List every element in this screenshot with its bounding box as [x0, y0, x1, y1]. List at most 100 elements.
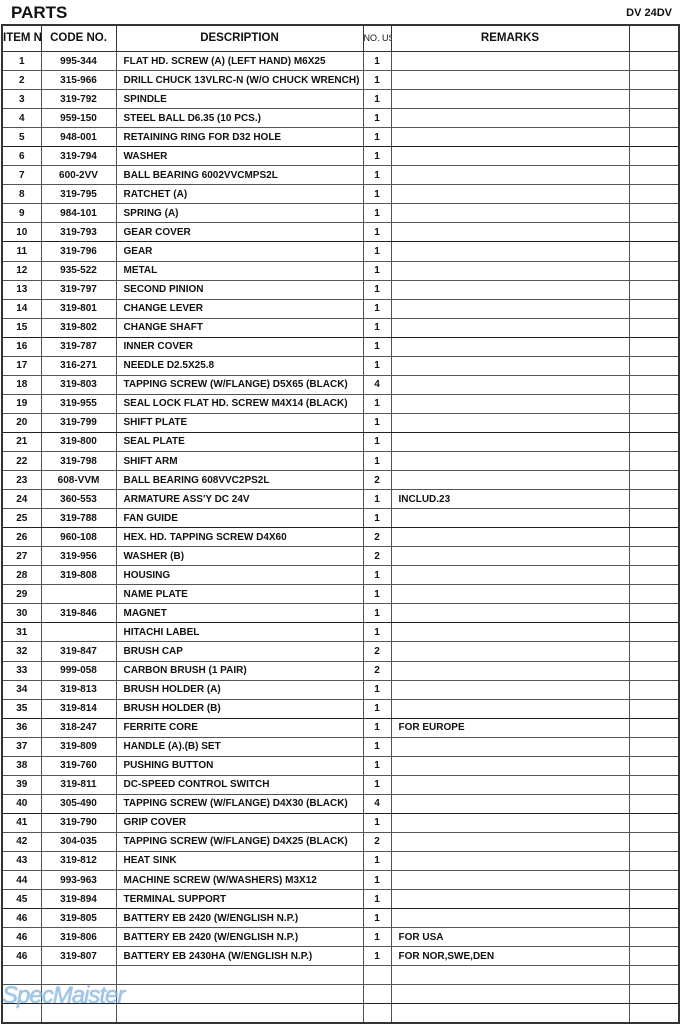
cell-blank [628, 641, 680, 662]
page-title: PARTS [11, 3, 68, 22]
table-row: 6 319-794 WASHER 1 [1, 146, 680, 167]
cell-no-used: 1 [362, 241, 392, 262]
table-row: 35 319-814 BRUSH HOLDER (B) 1 [1, 698, 680, 719]
cell-blank [628, 336, 680, 357]
cell-description: HEX. HD. TAPPING SCREW D4X60 [115, 527, 364, 548]
cell-item-no: 9 [1, 203, 42, 224]
cell-code-no: 319-760 [40, 755, 117, 776]
cell-code-no: 935-522 [40, 260, 117, 281]
cell-description: WASHER (B) [115, 546, 364, 567]
cell-no-used: 1 [362, 70, 392, 91]
cell-no-used: 2 [362, 470, 392, 491]
cell-code-no: 319-794 [40, 146, 117, 167]
cell-no-used: 2 [362, 831, 392, 852]
cell-remarks [390, 412, 630, 433]
cell-item-no: 16 [1, 336, 42, 357]
cell-remarks: FOR EUROPE [390, 717, 630, 738]
table-row: 15 319-802 CHANGE SHAFT 1 [1, 317, 680, 338]
table-row: 21 319-800 SEAL PLATE 1 [1, 431, 680, 452]
table-row: 38 319-760 PUSHING BUTTON 1 [1, 755, 680, 776]
table-row: 46 319-806 BATTERY EB 2420 (W/ENGLISH N.P.… [1, 927, 680, 948]
cell-remarks [390, 70, 630, 91]
cell-item-no: 35 [1, 698, 42, 719]
cell-code-no: 319-799 [40, 412, 117, 433]
cell-no-used: 1 [362, 298, 392, 319]
cell-item-no: 37 [1, 736, 42, 757]
cell-blank [628, 603, 680, 624]
cell-blank [628, 946, 680, 967]
cell-remarks [390, 450, 630, 472]
cell-code-no: 948-001 [40, 127, 117, 148]
table-row: 46 319-807 BATTERY EB 2430HA (W/ENGLISH N.… [1, 946, 680, 967]
cell-code-no: 319-800 [40, 431, 117, 452]
cell-description: BALL BEARING 608VVC2PS2L [115, 470, 364, 491]
cell-remarks [390, 965, 630, 986]
cell-no-used: 4 [362, 374, 392, 395]
table-row: 2 315-966 DRILL CHUCK 13VLRC-N (W/O CHUCK … [1, 70, 680, 91]
cell-remarks [390, 641, 630, 662]
table-row: 26 960-108 HEX. HD. TAPPING SCREW D4X60 2 [1, 527, 680, 548]
cell-code-no: 319-847 [40, 641, 117, 662]
cell-description: TAPPING SCREW (W/FLANGE) D5X65 (BLACK) [115, 374, 364, 395]
cell-code-no: 984-101 [40, 203, 117, 224]
cell-code-no: 305-490 [40, 793, 117, 814]
cell-description: CHANGE LEVER [115, 298, 364, 319]
cell-blank [628, 850, 680, 872]
cell-code-no: 319-813 [40, 679, 117, 700]
cell-remarks [390, 889, 630, 910]
cell-remarks [390, 203, 630, 224]
cell-blank [628, 660, 680, 681]
cell-remarks: FOR USA [390, 927, 630, 948]
cell-no-used: 1 [362, 146, 392, 167]
cell-remarks [390, 755, 630, 776]
cell-item-no: 17 [1, 355, 42, 376]
cell-code-no: 319-811 [40, 774, 117, 795]
cell-remarks [390, 584, 630, 605]
cell-no-used: 2 [362, 546, 392, 567]
cell-no-used: 1 [362, 203, 392, 224]
header-description: DESCRIPTION [115, 24, 364, 52]
table-row [1, 984, 680, 1005]
cell-code-no: 319-797 [40, 279, 117, 300]
cell-item-no: 30 [1, 603, 42, 624]
cell-item-no: 3 [1, 89, 42, 110]
cell-no-used: 1 [362, 927, 392, 948]
cell-no-used: 1 [362, 127, 392, 148]
cell-blank [628, 870, 680, 891]
cell-code-no: 959-150 [40, 108, 117, 129]
cell-blank [628, 165, 680, 186]
cell-blank [628, 584, 680, 605]
cell-item-no: 46 [1, 946, 42, 967]
cell-remarks [390, 355, 630, 376]
table-row: 42 304-035 TAPPING SCREW (W/FLANGE) D4X25 … [1, 831, 680, 852]
cell-no-used: 2 [362, 660, 392, 681]
cell-no-used: 1 [362, 355, 392, 376]
cell-item-no: 33 [1, 660, 42, 681]
table-row: 45 319-894 TERMINAL SUPPORT 1 [1, 889, 680, 910]
cell-remarks [390, 184, 630, 205]
cell-blank [628, 565, 680, 586]
cell-description: BATTERY EB 2420 (W/ENGLISH N.P.) [115, 927, 364, 948]
cell-remarks [390, 431, 630, 452]
cell-remarks [390, 679, 630, 700]
cell-code-no: 319-796 [40, 241, 117, 262]
cell-blank [628, 89, 680, 110]
header-no-used: NO. USED [362, 24, 392, 52]
cell-description: RATCHET (A) [115, 184, 364, 205]
cell-blank [628, 127, 680, 148]
cell-code-no: 319-846 [40, 603, 117, 624]
cell-no-used: 1 [362, 812, 392, 833]
cell-description: DRILL CHUCK 13VLRC-N (W/O CHUCK WRENCH) [115, 70, 364, 91]
table-row: 22 319-798 SHIFT ARM 1 [1, 450, 680, 472]
cell-no-used: 1 [362, 755, 392, 776]
cell-description: BRUSH CAP [115, 641, 364, 662]
cell-no-used: 1 [362, 565, 392, 586]
cell-remarks [390, 774, 630, 795]
cell-code-no: 319-802 [40, 317, 117, 338]
cell-remarks [390, 1003, 630, 1024]
table-row: 29 NAME PLATE 1 [1, 584, 680, 605]
cell-blank [628, 527, 680, 548]
cell-no-used: 1 [362, 450, 392, 472]
cell-description: GEAR COVER [115, 222, 364, 243]
table-row: 46 319-805 BATTERY EB 2420 (W/ENGLISH N.P.… [1, 908, 680, 929]
